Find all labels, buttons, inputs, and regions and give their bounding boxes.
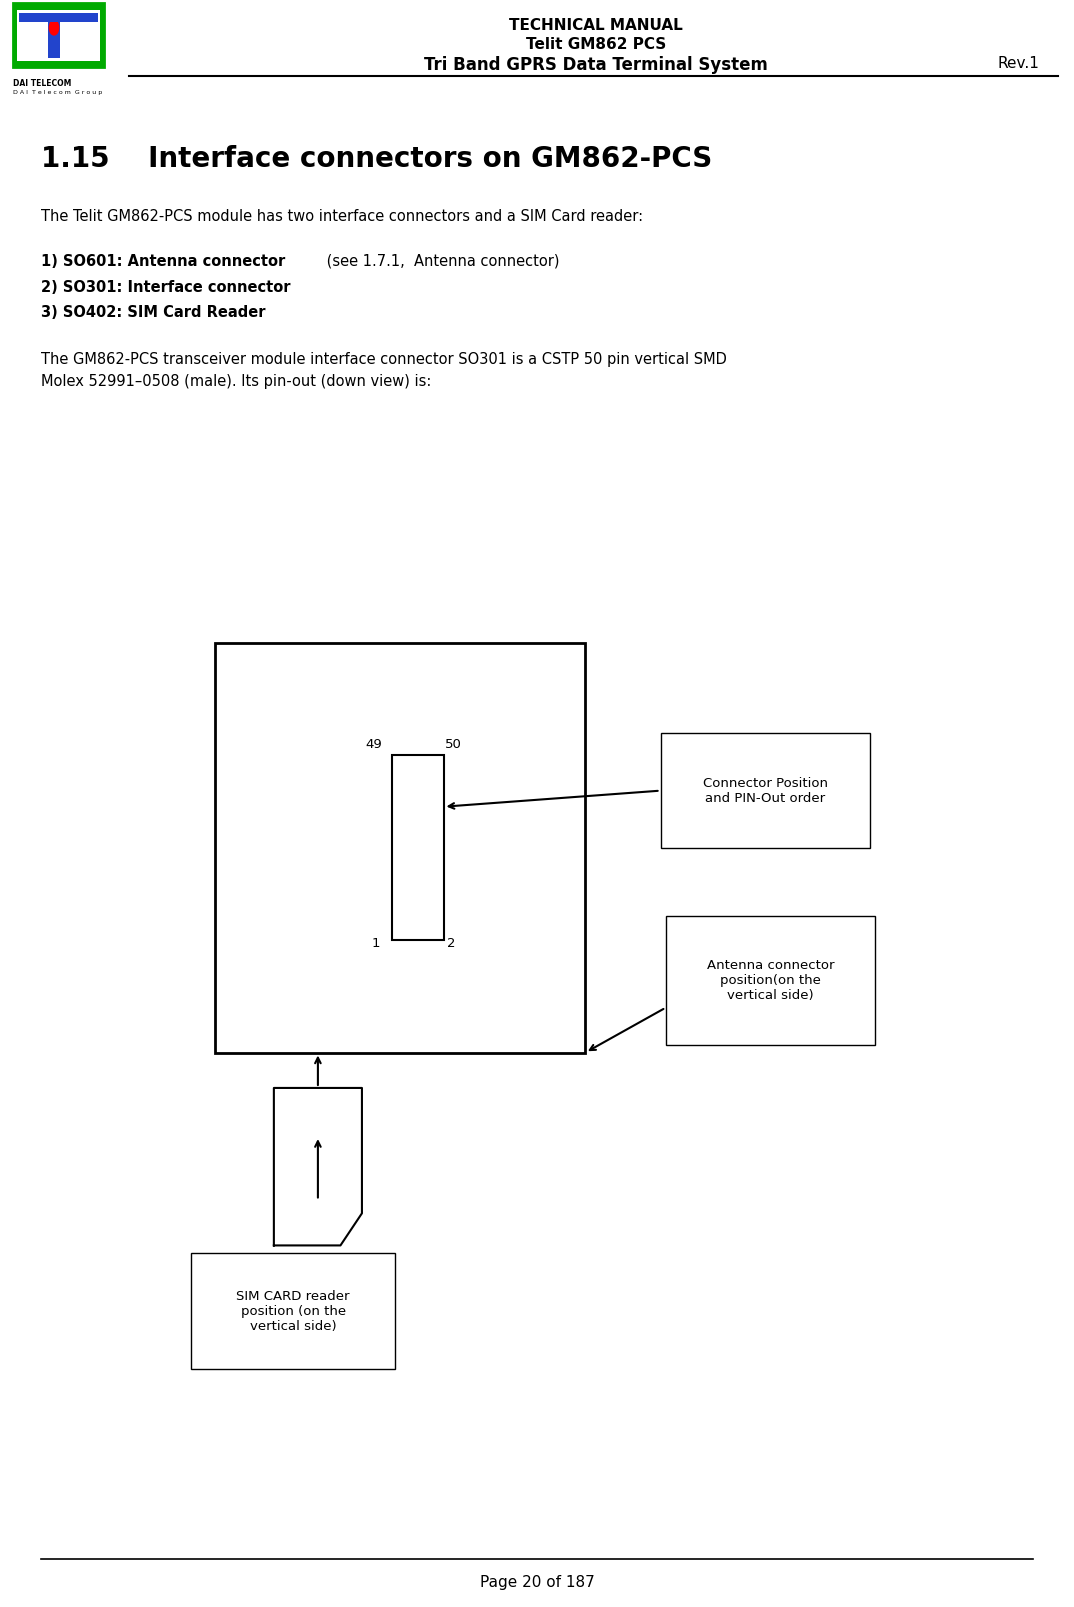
Text: The Telit GM862-PCS module has two interface connectors and a SIM Card reader:: The Telit GM862-PCS module has two inter… — [41, 209, 643, 223]
Text: D A I  T e l e c o m  G r o u p: D A I T e l e c o m G r o u p — [13, 90, 102, 95]
Text: Antenna connector
position(on the
vertical side): Antenna connector position(on the vertic… — [707, 959, 834, 1001]
Bar — [392, 755, 444, 940]
Text: SIM CARD reader
position (on the
vertical side): SIM CARD reader position (on the vertica… — [236, 1290, 350, 1332]
Text: 2: 2 — [447, 937, 455, 950]
Text: 1: 1 — [372, 937, 380, 950]
Text: DAI TELECOM: DAI TELECOM — [13, 79, 71, 88]
Text: Tri Band GPRS Data Terminal System: Tri Band GPRS Data Terminal System — [424, 56, 768, 74]
Text: TECHNICAL MANUAL: TECHNICAL MANUAL — [509, 18, 683, 32]
Bar — [47, 13, 60, 58]
Text: (see 1.7.1,  Antenna connector): (see 1.7.1, Antenna connector) — [322, 254, 560, 268]
Text: 50: 50 — [445, 738, 462, 750]
Text: 1) SO601: Antenna connector: 1) SO601: Antenna connector — [41, 254, 285, 268]
Bar — [19, 13, 98, 22]
Text: The GM862-PCS transceiver module interface connector SO301 is a CSTP 50 pin vert: The GM862-PCS transceiver module interfa… — [41, 352, 727, 366]
Text: 3) SO402: SIM Card Reader: 3) SO402: SIM Card Reader — [41, 305, 265, 320]
Circle shape — [48, 19, 59, 35]
Text: Rev.1: Rev.1 — [998, 56, 1040, 71]
Text: Page 20 of 187: Page 20 of 187 — [480, 1575, 594, 1589]
Text: Connector Position
and PIN-Out order: Connector Position and PIN-Out order — [702, 776, 828, 805]
Text: Molex 52991–0508 (male). Its pin-out (down view) is:: Molex 52991–0508 (male). Its pin-out (do… — [41, 374, 431, 389]
Text: 2) SO301: Interface connector: 2) SO301: Interface connector — [41, 280, 290, 294]
Bar — [661, 733, 870, 848]
Bar — [191, 1253, 395, 1369]
Text: 1.15    Interface connectors on GM862-PCS: 1.15 Interface connectors on GM862-PCS — [41, 145, 712, 172]
Bar — [215, 643, 585, 1053]
Text: 49: 49 — [365, 738, 382, 750]
Bar — [666, 916, 875, 1045]
Text: Telit GM862 PCS: Telit GM862 PCS — [526, 37, 666, 51]
FancyBboxPatch shape — [17, 10, 100, 61]
FancyBboxPatch shape — [13, 3, 104, 67]
